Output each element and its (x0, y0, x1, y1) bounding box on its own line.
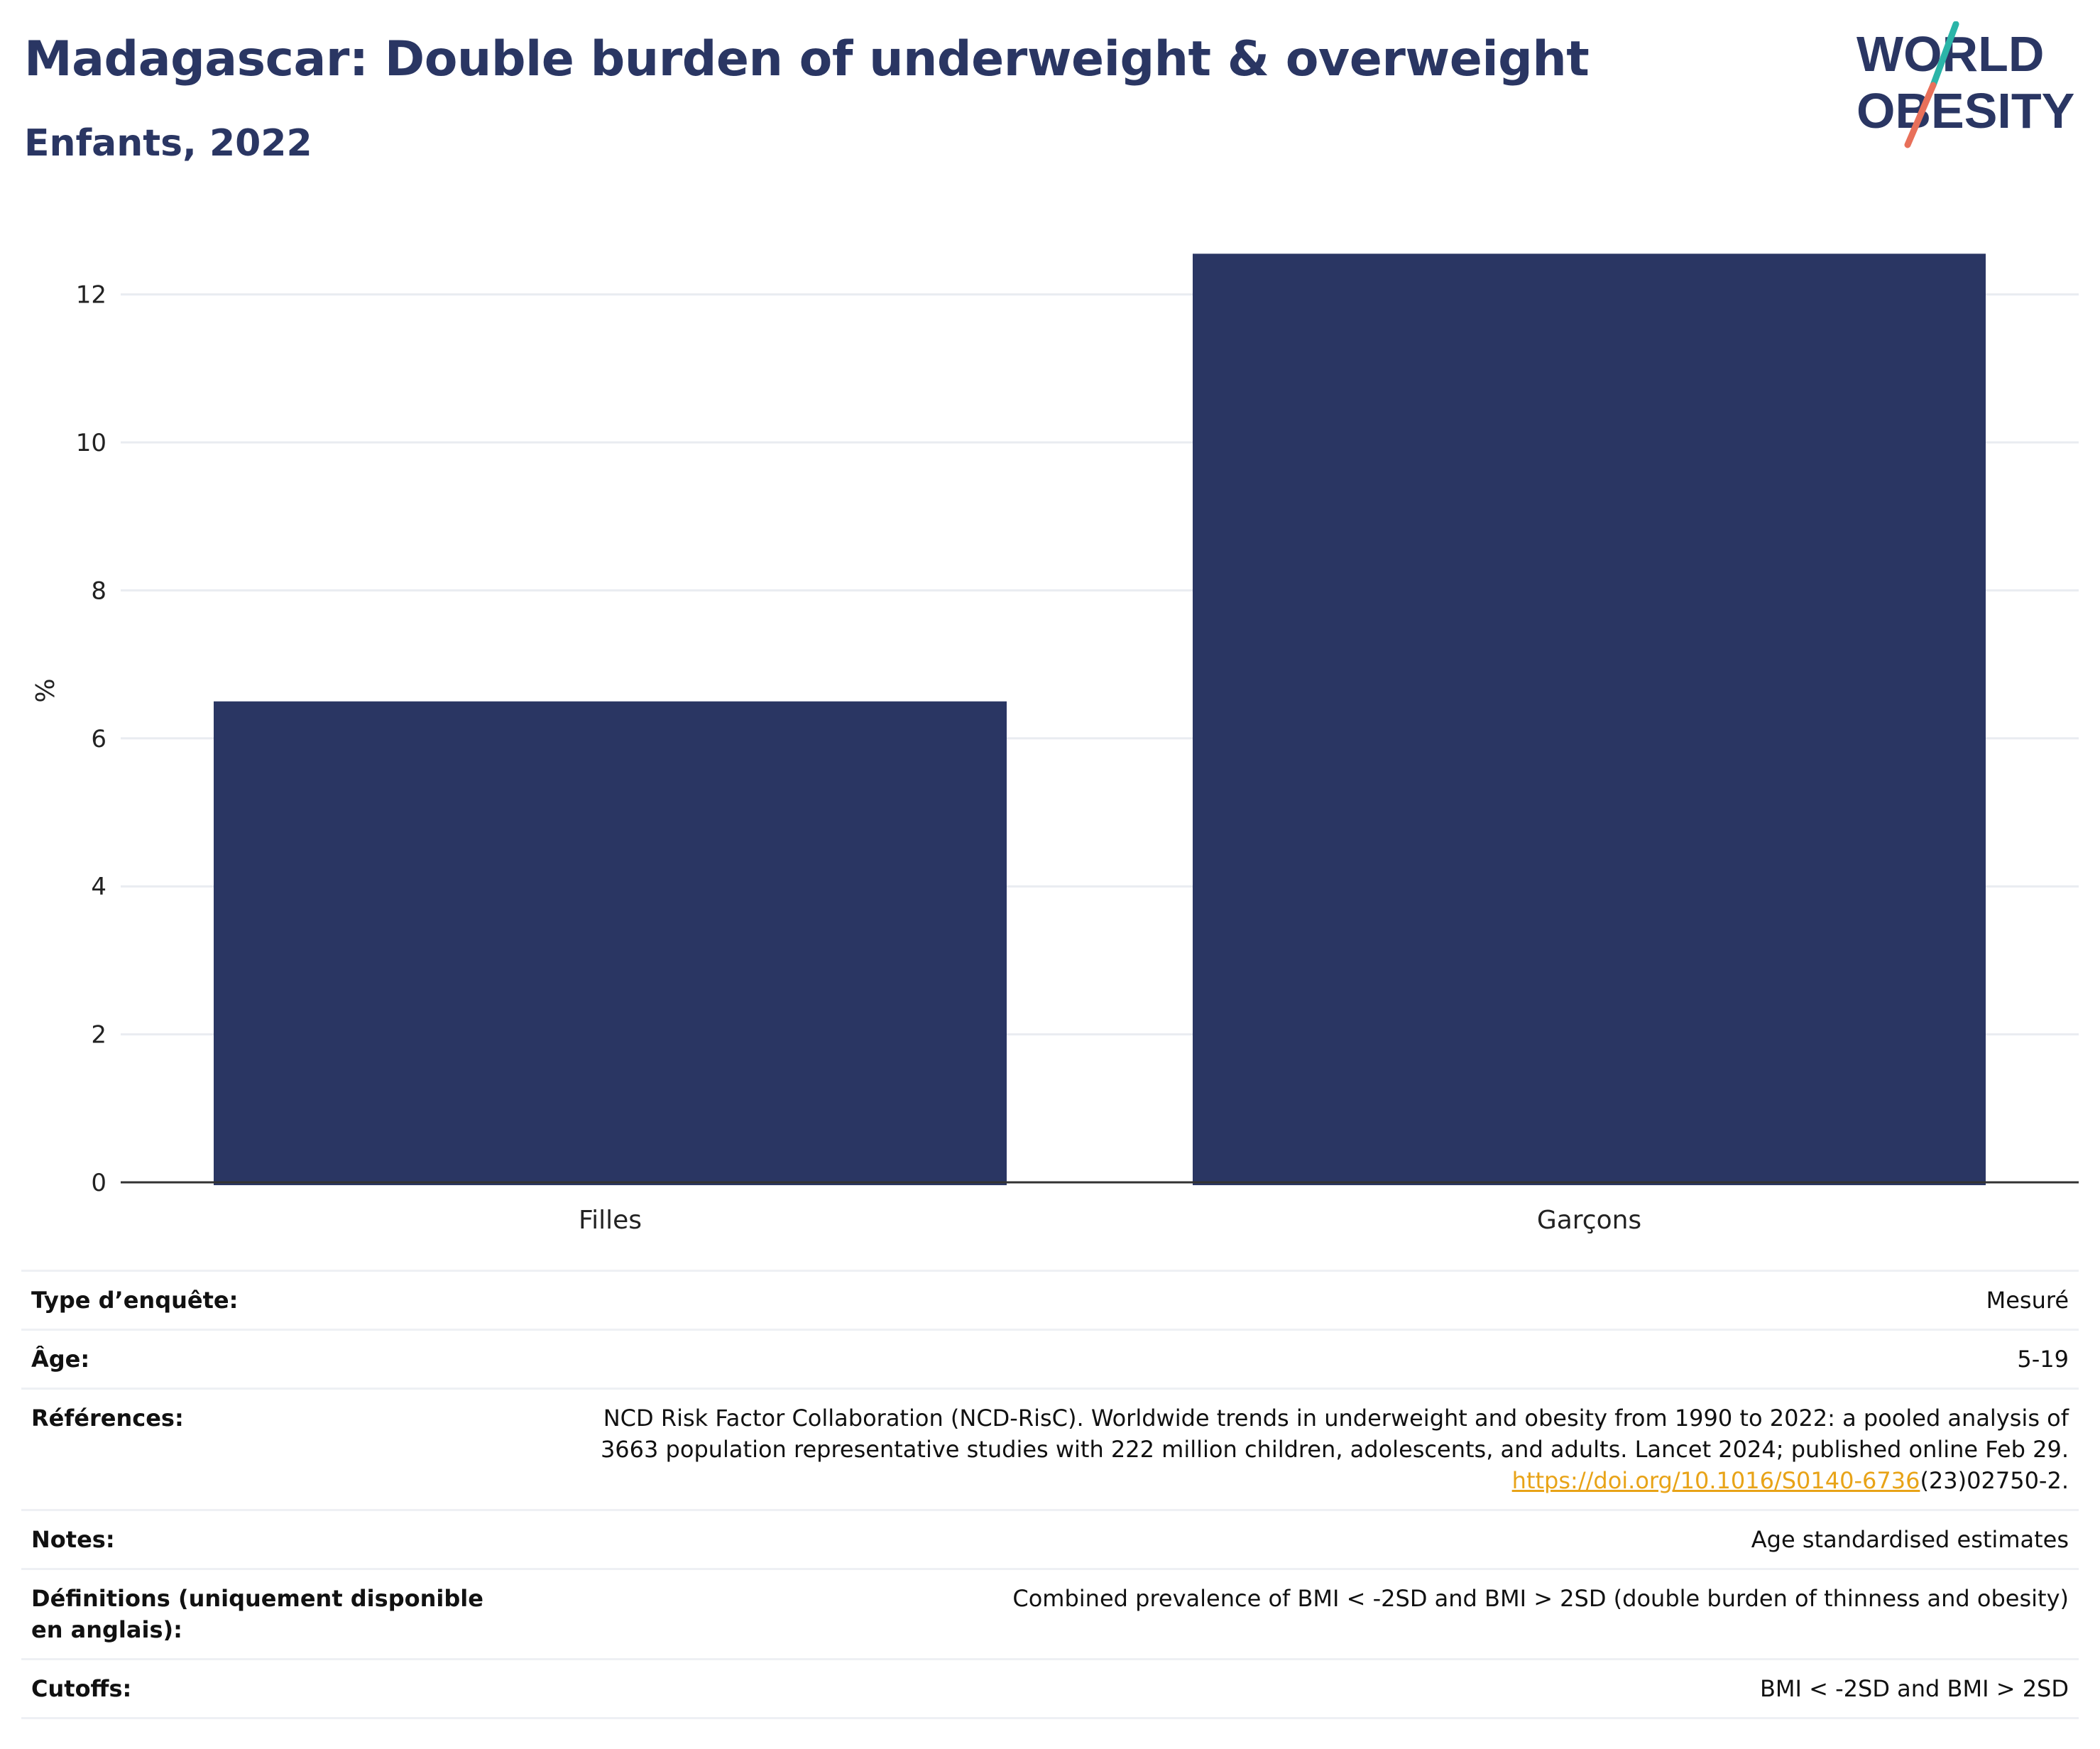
cutoffs-label: Cutoffs: (31, 1675, 132, 1702)
y-tick-label-2: 2 (91, 1021, 106, 1050)
survey-type-label: Type d’enquête: (31, 1287, 239, 1314)
notes-label: Notes: (31, 1526, 115, 1553)
references-line-2: 3663 population representative studies w… (600, 1436, 2069, 1463)
chart-title: Madagascar: Double burden of underweight… (24, 31, 1590, 87)
logo-slash-teal (1930, 21, 1959, 89)
notes-value: Age standardised estimates (1751, 1526, 2069, 1553)
y-tick-label-10: 10 (76, 429, 106, 457)
references-label: Références: (31, 1405, 184, 1432)
references-line-3: https://doi.org/10.1016/S0140-6736(23)02… (534, 1465, 2069, 1496)
y-tick-label-0: 0 (91, 1169, 106, 1197)
world-obesity-logo: WORLD OBESITY (1856, 21, 2074, 148)
definitions-label: Définitions (uniquement disponible en an… (31, 1585, 483, 1643)
meta-row-age: Âge: 5-19 (21, 1329, 2079, 1389)
cutoffs-value: BMI < -2SD and BMI > 2SD (1759, 1675, 2069, 1702)
x-tick-label-1: Garçons (1537, 1206, 1641, 1235)
logo-word-obesity: OBESITY (1856, 83, 2074, 138)
survey-type-value: Mesuré (1986, 1287, 2069, 1314)
references-doi-link[interactable]: https://doi.org/10.1016/S0140-6736 (1511, 1467, 1920, 1494)
y-axis-label: % (31, 678, 60, 702)
references-doi-tail: (23)02750-2. (1920, 1467, 2069, 1494)
bar-chart: 0 2 4 6 8 10 12 Filles Garçons% (31, 254, 2079, 1235)
y-tick-label-12: 12 (76, 281, 106, 310)
y-tick-label-8: 8 (91, 577, 106, 605)
logo-slash-coral (1904, 82, 1937, 148)
meta-row-notes: Notes: Age standardised estimates (21, 1510, 2079, 1569)
meta-row-references: Références: NCD Risk Factor Collaboratio… (21, 1388, 2079, 1510)
meta-row-survey-type: Type d’enquête: Mesuré (21, 1270, 2079, 1330)
bar-1 (1193, 254, 1986, 1185)
meta-row-cutoffs: Cutoffs: BMI < -2SD and BMI > 2SD (21, 1659, 2079, 1718)
age-value: 5-19 (2017, 1346, 2069, 1373)
y-tick-label-4: 4 (91, 873, 106, 901)
meta-row-definitions: Définitions (uniquement disponible en an… (21, 1569, 2079, 1660)
y-tick-label-6: 6 (91, 725, 106, 753)
x-tick-label-0: Filles (579, 1206, 642, 1235)
references-value: NCD Risk Factor Collaboration (NCD-RisC)… (524, 1389, 2079, 1510)
metadata-table: Type d’enquête: Mesuré Âge: 5-19 Référen… (21, 1270, 2079, 1719)
references-line-1: NCD Risk Factor Collaboration (NCD-RisC)… (603, 1405, 2069, 1432)
definitions-value: Combined prevalence of BMI < -2SD and BM… (1012, 1585, 2069, 1612)
bar-0 (214, 701, 1007, 1185)
age-label: Âge: (31, 1346, 90, 1373)
chart-subtitle: Enfants, 2022 (24, 122, 312, 165)
